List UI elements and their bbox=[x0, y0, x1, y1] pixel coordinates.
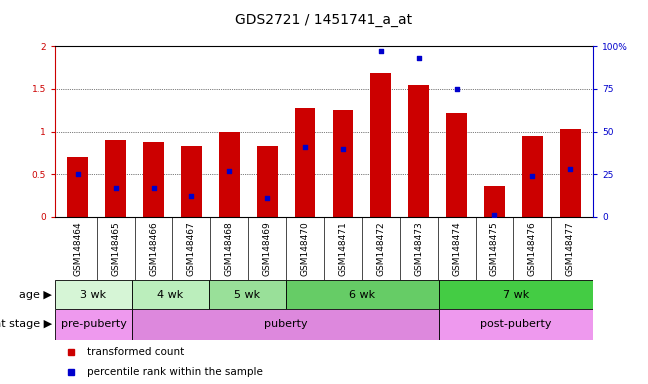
Text: post-puberty: post-puberty bbox=[480, 319, 552, 329]
Bar bbox=[55, 280, 132, 309]
Bar bbox=[55, 309, 132, 340]
Text: GSM148470: GSM148470 bbox=[301, 221, 310, 276]
Text: pre-puberty: pre-puberty bbox=[60, 319, 126, 329]
Bar bbox=[67, 157, 88, 217]
Bar bbox=[105, 140, 126, 217]
Point bbox=[338, 146, 348, 152]
Text: age ▶: age ▶ bbox=[19, 290, 52, 300]
Bar bbox=[484, 186, 505, 217]
Text: GSM148464: GSM148464 bbox=[73, 221, 82, 276]
Bar bbox=[257, 146, 277, 217]
Bar bbox=[286, 280, 439, 309]
Bar bbox=[522, 136, 543, 217]
Point bbox=[452, 86, 462, 92]
Text: GSM148474: GSM148474 bbox=[452, 221, 461, 276]
Point bbox=[262, 195, 272, 201]
Bar bbox=[219, 131, 240, 217]
Point bbox=[73, 171, 83, 177]
Bar bbox=[132, 309, 439, 340]
Bar bbox=[143, 142, 164, 217]
Text: GSM148477: GSM148477 bbox=[566, 221, 575, 276]
Point bbox=[376, 48, 386, 54]
Text: GSM148475: GSM148475 bbox=[490, 221, 499, 276]
Bar bbox=[560, 129, 581, 217]
Point bbox=[111, 185, 121, 191]
Text: GSM148469: GSM148469 bbox=[262, 221, 272, 276]
Bar bbox=[439, 309, 593, 340]
Text: 3 wk: 3 wk bbox=[80, 290, 106, 300]
Point bbox=[148, 185, 159, 191]
Bar bbox=[439, 280, 593, 309]
Text: 6 wk: 6 wk bbox=[349, 290, 375, 300]
Text: GSM148467: GSM148467 bbox=[187, 221, 196, 276]
Bar bbox=[408, 84, 429, 217]
Text: transformed count: transformed count bbox=[87, 347, 185, 357]
Bar bbox=[132, 280, 209, 309]
Text: 7 wk: 7 wk bbox=[503, 290, 529, 300]
Point bbox=[565, 166, 575, 172]
Bar bbox=[371, 73, 391, 217]
Point bbox=[224, 168, 235, 174]
Text: percentile rank within the sample: percentile rank within the sample bbox=[87, 367, 263, 377]
Point bbox=[527, 173, 537, 179]
Text: GSM148465: GSM148465 bbox=[111, 221, 120, 276]
Text: GSM148468: GSM148468 bbox=[225, 221, 234, 276]
Point bbox=[489, 212, 500, 218]
Point bbox=[300, 144, 310, 150]
Text: puberty: puberty bbox=[264, 319, 307, 329]
Point bbox=[186, 194, 196, 200]
Point bbox=[413, 55, 424, 61]
Text: 4 wk: 4 wk bbox=[157, 290, 183, 300]
Bar bbox=[181, 146, 202, 217]
Text: GSM148471: GSM148471 bbox=[338, 221, 347, 276]
Bar bbox=[332, 110, 353, 217]
Text: GSM148473: GSM148473 bbox=[414, 221, 423, 276]
Bar bbox=[295, 108, 316, 217]
Text: 5 wk: 5 wk bbox=[234, 290, 260, 300]
Text: GDS2721 / 1451741_a_at: GDS2721 / 1451741_a_at bbox=[235, 13, 413, 27]
Text: GSM148466: GSM148466 bbox=[149, 221, 158, 276]
Text: GSM148472: GSM148472 bbox=[376, 221, 386, 276]
Text: development stage ▶: development stage ▶ bbox=[0, 319, 52, 329]
Text: GSM148476: GSM148476 bbox=[528, 221, 537, 276]
Bar bbox=[209, 280, 286, 309]
Bar bbox=[446, 113, 467, 217]
